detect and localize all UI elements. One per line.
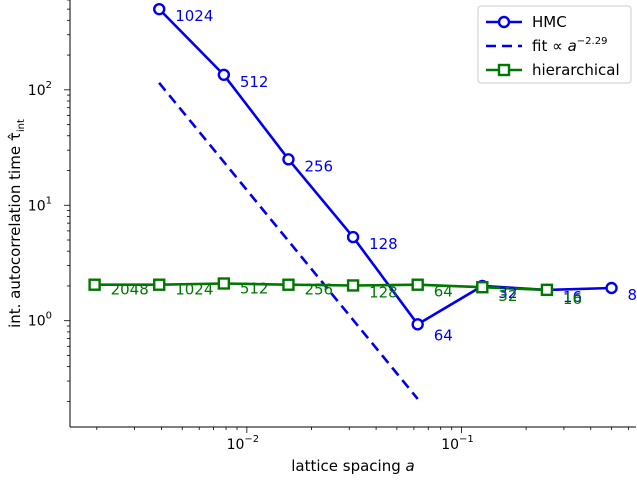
x-axis-label-symbol: a	[406, 457, 415, 475]
hmc-point	[217, 68, 231, 81]
legend-box	[477, 5, 632, 84]
hierarchical-point	[476, 281, 489, 294]
data-label: 1024	[175, 7, 213, 25]
y-tick-label-exponent: 0	[46, 311, 52, 322]
data-label: 2048	[111, 281, 149, 299]
y-tick-label: 101	[28, 195, 52, 214]
y-tick-label-exponent: 2	[46, 80, 52, 91]
hmc-point	[411, 318, 424, 331]
hierarchical-point	[540, 283, 554, 297]
hmc-point	[282, 153, 295, 166]
x-tick-label: 10−1	[441, 434, 474, 453]
data-label: 32	[498, 284, 517, 302]
data-label: 256	[304, 281, 333, 299]
data-label: 64	[434, 283, 453, 301]
x-tick-label-exponent: −2	[244, 434, 259, 445]
hierarchical-point	[282, 278, 295, 291]
y-tick-label: 102	[28, 80, 52, 99]
hierarchical-point	[346, 279, 360, 292]
data-label: 512	[240, 73, 269, 91]
legend-math: ∝ a	[552, 37, 577, 55]
data-label: 128	[369, 283, 398, 301]
series-line-2	[94, 282, 547, 292]
hmc-point	[346, 230, 360, 244]
data-label: 16	[563, 288, 582, 306]
hierarchical-point	[217, 277, 231, 290]
legend-entry-label: HMC	[532, 13, 567, 31]
x-tick-label: 10−2	[227, 434, 260, 453]
data-label: 64	[434, 326, 453, 344]
data-label: 256	[304, 157, 333, 175]
series-line-1	[158, 81, 419, 400]
y-axis-label-subscript: int	[16, 119, 27, 132]
hierarchical-point	[411, 278, 424, 291]
legend-marker	[497, 15, 511, 29]
hierarchical-point	[153, 278, 166, 291]
hmc-point	[605, 281, 618, 295]
data-label: 1024	[175, 281, 213, 299]
y-tick-label: 100	[28, 311, 52, 330]
legend-marker	[497, 63, 511, 77]
hmc-point	[153, 2, 166, 16]
y-tick-label-exponent: 1	[46, 195, 52, 206]
hierarchical-point	[88, 278, 101, 291]
data-label: 512	[240, 280, 269, 298]
x-axis-label: lattice spacing a	[291, 457, 414, 475]
x-axis-ticks: 10−2 10−1	[96, 427, 629, 453]
data-label: 128	[369, 235, 398, 253]
data-label: 16	[563, 290, 582, 308]
x-tick-label-exponent: −1	[459, 434, 474, 445]
plot-area	[88, 2, 618, 400]
legend-entry-label: hierarchical	[532, 61, 620, 79]
data-label: 32	[498, 287, 517, 305]
y-axis-label: int. autocorrelation time τ̂int	[6, 119, 27, 328]
legend-exponent: −2.29	[577, 36, 608, 47]
data-label: 8	[628, 286, 637, 304]
